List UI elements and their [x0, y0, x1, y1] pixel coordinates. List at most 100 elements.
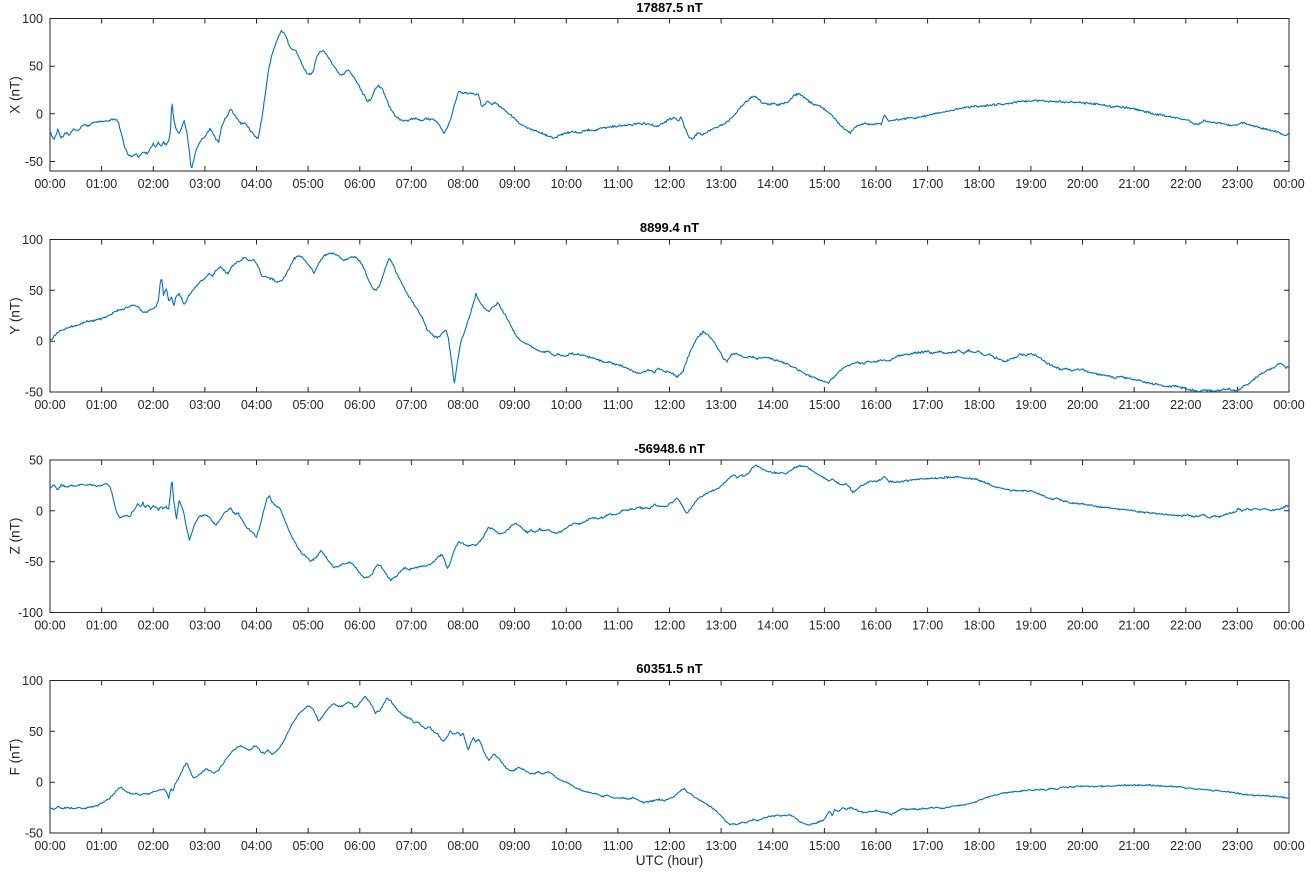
panel-x-title: 17887.5 nT	[636, 0, 703, 15]
x-tick-label: 11:00	[603, 177, 633, 191]
x-tick-label: 19:00	[1015, 839, 1046, 853]
x-tick-label: 17:00	[912, 619, 943, 633]
x-tick-label: 17:00	[912, 839, 943, 853]
x-tick-label: 14:00	[757, 839, 788, 853]
x-tick-label: 17:00	[912, 177, 943, 191]
x-tick-label: 16:00	[860, 398, 891, 412]
axes-box-Z	[49, 459, 1290, 613]
x-tick-label: 04:00	[241, 839, 272, 853]
x-tick-label: 16:00	[860, 839, 891, 853]
x-tick-label: 19:00	[1015, 398, 1046, 412]
axes-box-X	[49, 18, 1290, 172]
x-tick-label: 20:00	[1067, 398, 1098, 412]
x-tick-label: 14:00	[757, 398, 788, 412]
x-tick-label: 09:00	[499, 839, 530, 853]
x-tick-label: 16:00	[860, 619, 891, 633]
x-tick-label: 03:00	[189, 619, 220, 633]
x-tick-label: 08:00	[447, 839, 478, 853]
y-tick-label: 50	[29, 284, 43, 298]
panel-z-title: -56948.6 nT	[634, 441, 705, 456]
x-tick-label: 20:00	[1067, 839, 1098, 853]
x-tick-label: 04:00	[241, 619, 272, 633]
x-tick-label: 02:00	[138, 177, 169, 191]
x-tick-label: 01:00	[86, 619, 117, 633]
trace-Z	[49, 464, 1290, 582]
x-tick-label: 12:00	[654, 839, 685, 853]
x-tick-label: 05:00	[292, 398, 323, 412]
x-tick-label: 10:00	[551, 839, 582, 853]
y-tick-label: 0	[36, 107, 43, 121]
x-tick-label: 18:00	[964, 619, 995, 633]
y-tick-label: 0	[36, 335, 43, 349]
x-tick-label: 11:00	[603, 839, 633, 853]
y-tick-label: 0	[36, 776, 43, 790]
x-tick-label: 05:00	[292, 839, 323, 853]
x-tick-label: 12:00	[654, 398, 685, 412]
x-tick-label: 21:00	[1118, 398, 1149, 412]
x-tick-label: 08:00	[447, 619, 478, 633]
x-tick-label: 19:00	[1015, 619, 1046, 633]
x-tick-label: 10:00	[551, 177, 582, 191]
panel-y-ylabel: Y (nT)	[7, 297, 23, 335]
x-tick-label: 21:00	[1118, 177, 1149, 191]
y-tick-label: -50	[25, 555, 43, 569]
y-tick-label: 50	[29, 454, 43, 468]
x-tick-label: 01:00	[86, 398, 117, 412]
x-tick-label: 00:00	[1273, 177, 1304, 191]
x-tick-label: 15:00	[809, 839, 840, 853]
x-tick-label: 03:00	[189, 398, 220, 412]
x-tick-label: 23:00	[1222, 398, 1253, 412]
x-tick-label: 18:00	[964, 177, 995, 191]
x-tick-label: 21:00	[1118, 619, 1149, 633]
x-tick-label: 00:00	[34, 177, 65, 191]
x-tick-label: 00:00	[1273, 398, 1304, 412]
x-tick-label: 00:00	[34, 619, 65, 633]
x-tick-label: 20:00	[1067, 177, 1098, 191]
x-tick-label: 13:00	[705, 177, 736, 191]
panel-x-ylabel: X (nT)	[7, 76, 23, 114]
axes-box-F	[49, 680, 1290, 834]
x-tick-label: 07:00	[396, 177, 427, 191]
x-tick-label: 11:00	[603, 619, 633, 633]
panel-y-title: 8899.4 nT	[639, 220, 700, 235]
y-tick-label: 50	[29, 60, 43, 74]
x-tick-label: 11:00	[603, 398, 633, 412]
x-tick-label: 23:00	[1222, 619, 1253, 633]
x-tick-label: 02:00	[138, 839, 169, 853]
x-axis-label: UTC (hour)	[635, 853, 704, 868]
x-tick-label: 00:00	[1273, 839, 1304, 853]
x-tick-label: 12:00	[654, 619, 685, 633]
x-tick-label: 09:00	[499, 619, 530, 633]
x-tick-label: 02:00	[138, 398, 169, 412]
y-tick-label: 100	[22, 233, 43, 247]
x-tick-label: 13:00	[705, 398, 736, 412]
x-tick-label: 09:00	[499, 177, 530, 191]
trace-X	[49, 29, 1290, 169]
x-tick-label: 21:00	[1118, 839, 1149, 853]
x-tick-label: 06:00	[344, 398, 375, 412]
x-tick-label: 06:00	[344, 839, 375, 853]
panel-z-ylabel: Z (nT)	[7, 517, 23, 555]
x-tick-label: 00:00	[1273, 619, 1304, 633]
x-tick-label: 06:00	[344, 619, 375, 633]
x-tick-label: 07:00	[396, 619, 427, 633]
x-tick-label: 04:00	[241, 177, 272, 191]
x-tick-label: 01:00	[86, 177, 117, 191]
x-tick-label: 13:00	[705, 839, 736, 853]
y-tick-label: 100	[22, 674, 43, 688]
panel-axes-Y: 00:00 01:00 02:00 03:00 04:00 05:00 06:00 07:00…	[22, 233, 1305, 412]
x-tick-label: 09:00	[499, 398, 530, 412]
x-tick-label: 00:00	[34, 398, 65, 412]
x-tick-label: 00:00	[34, 839, 65, 853]
y-tick-label: 50	[29, 725, 43, 739]
panel-axes-F: 00:00 01:00 02:00 03:00 04:00 05:00 06:00 07:00…	[22, 674, 1305, 853]
x-tick-label: 15:00	[809, 619, 840, 633]
panel-axes-X: 00:00 01:00 02:00 03:00 04:00 05:00 06:00 07:00…	[22, 12, 1305, 191]
x-tick-label: 05:00	[292, 177, 323, 191]
x-tick-label: 18:00	[964, 839, 995, 853]
x-tick-label: 22:00	[1170, 398, 1201, 412]
x-tick-label: 22:00	[1170, 839, 1201, 853]
x-tick-label: 07:00	[396, 839, 427, 853]
